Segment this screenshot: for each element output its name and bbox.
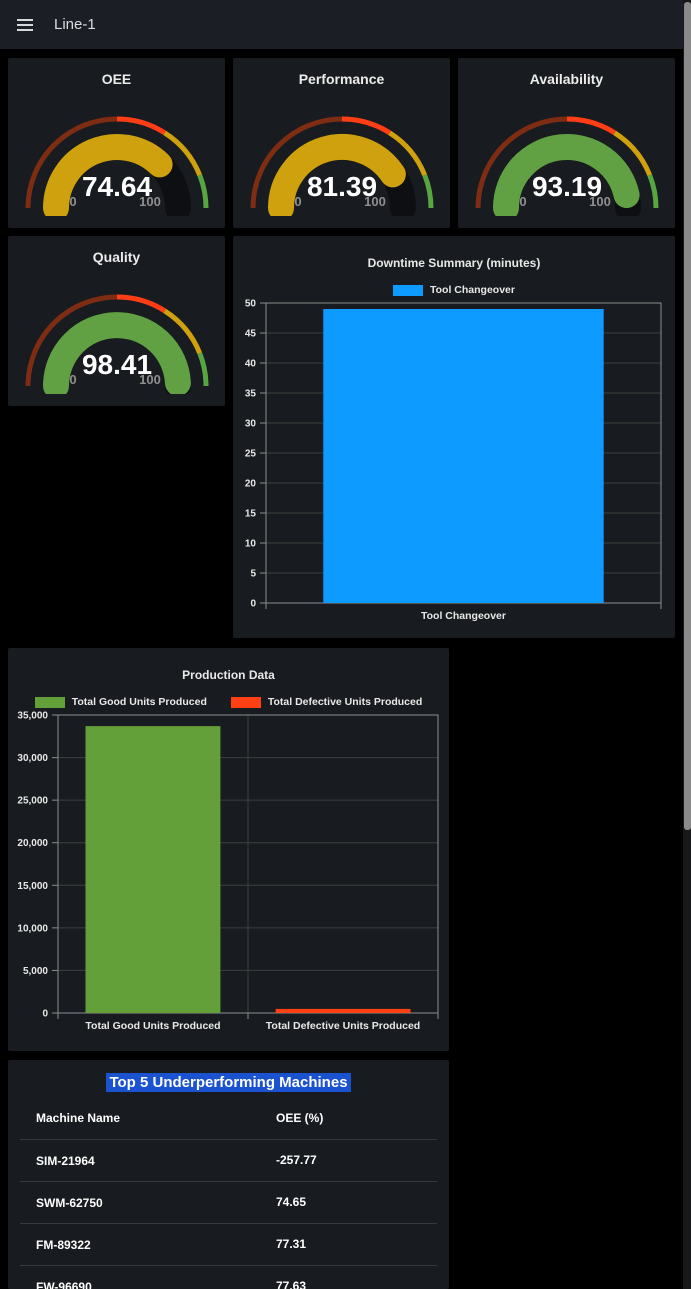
cell-oee: 77.63 bbox=[276, 1279, 307, 1289]
x-category-label: Total Defective Units Produced bbox=[266, 1020, 420, 1032]
table-body: SIM-21964 -257.77 SWM-62750 74.65 FM-89322 77… bbox=[8, 1139, 449, 1289]
gauge-arc: 81.39 0 100 bbox=[250, 116, 433, 216]
y-tick-label: 0 bbox=[42, 1009, 48, 1020]
panel-title-quality: Quality bbox=[92, 249, 141, 265]
gauge-value: 98.41 bbox=[81, 349, 151, 380]
y-tick-label: 35 bbox=[245, 389, 257, 400]
gauge-quality: 98.41 0 100 bbox=[8, 280, 225, 394]
panel-downtime-summary: Downtime Summary (minutes) Tool Changeov… bbox=[233, 236, 675, 638]
legend-swatch bbox=[230, 696, 261, 708]
top-navbar: Line-1 bbox=[0, 0, 683, 49]
production-bar-chart: 0 5,000 10,000 15,000 20,000 25,000 30,000 35,0… bbox=[8, 648, 449, 1051]
y-tick-label: 30,000 bbox=[17, 753, 48, 764]
downtime-bar-chart: 0 5 10 15 20 25 30 35 40 45 50 Tool Changeover bbox=[233, 236, 675, 638]
x-category-label: Tool Changeover bbox=[421, 610, 506, 622]
y-tick-label: 5,000 bbox=[23, 966, 48, 977]
y-tick-label: 20,000 bbox=[17, 838, 48, 849]
panel-title-availability: Availability bbox=[529, 71, 604, 87]
gauge-max-label: 100 bbox=[364, 194, 386, 209]
bar-0 bbox=[323, 309, 604, 603]
cell-machine-name: SIM-21964 bbox=[36, 1154, 95, 1168]
table-title-row: Top 5 Underperforming Machines bbox=[8, 1073, 449, 1093]
column-header-machine-name: Machine Name bbox=[36, 1111, 121, 1125]
y-tick-label: 25 bbox=[245, 449, 257, 460]
y-tick-label: 25,000 bbox=[17, 796, 48, 807]
y-tick-label: 45 bbox=[245, 329, 257, 340]
y-tick-label: 5 bbox=[250, 569, 256, 580]
x-category-label: Total Good Units Produced bbox=[85, 1020, 220, 1032]
gauge-arc: 74.64 0 100 bbox=[25, 116, 208, 216]
panel-availability: Availability 93.19 0 100 bbox=[458, 58, 675, 228]
gauge-value: 81.39 bbox=[306, 171, 376, 202]
chart-title-downtime: Downtime Summary (minutes) bbox=[367, 256, 541, 270]
table-row: FM-89322 77.31 bbox=[20, 1223, 437, 1265]
cell-oee: 77.31 bbox=[276, 1237, 307, 1251]
scrollbar-track[interactable] bbox=[683, 0, 691, 1289]
table-row: SIM-21964 -257.77 bbox=[20, 1139, 437, 1181]
y-tick-label: 50 bbox=[245, 299, 257, 310]
legend-item-0[interactable]: Total Good Units Produced bbox=[34, 696, 207, 708]
legend-label: Total Defective Units Produced bbox=[267, 696, 423, 708]
gauge-arc: 93.19 0 100 bbox=[475, 116, 658, 216]
y-tick-label: 40 bbox=[245, 359, 257, 370]
gauge-value: 93.19 bbox=[531, 171, 601, 202]
gauge-min-label: 0 bbox=[294, 194, 301, 209]
gauge-max-label: 100 bbox=[589, 194, 611, 209]
dashboard-title: Line-1 bbox=[54, 16, 96, 33]
y-tick-label: 35,000 bbox=[17, 711, 48, 722]
cell-oee: 74.65 bbox=[276, 1195, 307, 1209]
legend-swatch bbox=[393, 284, 423, 296]
legend-label: Tool Changeover bbox=[430, 284, 515, 296]
chart-title-production: Production Data bbox=[182, 668, 275, 682]
gauge-availability: 93.19 0 100 bbox=[458, 102, 675, 216]
table-row: FW-96690 77.63 bbox=[20, 1265, 437, 1289]
scrollbar-thumb[interactable] bbox=[683, 2, 691, 830]
panel-title-oee: OEE bbox=[101, 71, 132, 87]
gauge-min-label: 0 bbox=[69, 372, 76, 387]
panel-quality: Quality 98.41 0 100 bbox=[8, 236, 225, 406]
chart-legend-downtime: Tool Changeover bbox=[233, 284, 675, 296]
table-row: SWM-62750 74.65 bbox=[20, 1181, 437, 1223]
menu-toggle-button[interactable] bbox=[8, 8, 42, 42]
y-tick-label: 10 bbox=[245, 539, 257, 550]
column-header-oee: OEE (%) bbox=[276, 1111, 324, 1125]
panel-title-performance: Performance bbox=[298, 71, 385, 87]
table-title: Top 5 Underperforming Machines bbox=[106, 1073, 351, 1092]
panel-oee: OEE 74.64 0 100 bbox=[8, 58, 225, 228]
gauge-min-label: 0 bbox=[69, 194, 76, 209]
panel-production-data: Production Data Total Good Units Produce… bbox=[8, 648, 449, 1051]
panel-top5-machines: Top 5 Underperforming Machines Machine N… bbox=[8, 1060, 449, 1289]
bar-0 bbox=[85, 726, 221, 1013]
cell-machine-name: FW-96690 bbox=[36, 1280, 92, 1289]
gauge-max-label: 100 bbox=[139, 372, 161, 387]
chart-legend-production: Total Good Units Produced Total Defective… bbox=[8, 696, 449, 708]
gauge-oee: 74.64 0 100 bbox=[8, 102, 225, 216]
bar-1 bbox=[275, 1008, 411, 1013]
legend-swatch bbox=[34, 696, 65, 708]
y-tick-label: 0 bbox=[250, 599, 256, 610]
y-tick-label: 20 bbox=[245, 479, 257, 490]
legend-item-1[interactable]: Total Defective Units Produced bbox=[230, 696, 423, 708]
cell-machine-name: SWM-62750 bbox=[36, 1196, 103, 1210]
table-header: Machine Name OEE (%) bbox=[20, 1097, 437, 1139]
hamburger-icon bbox=[17, 18, 33, 31]
y-tick-label: 15 bbox=[245, 509, 257, 520]
gauge-value: 74.64 bbox=[81, 171, 151, 202]
panel-performance: Performance 81.39 0 100 bbox=[233, 58, 450, 228]
y-tick-label: 10,000 bbox=[17, 923, 48, 934]
legend-label: Total Good Units Produced bbox=[71, 696, 207, 708]
cell-machine-name: FM-89322 bbox=[36, 1238, 91, 1252]
cell-oee: -257.77 bbox=[276, 1153, 317, 1167]
gauge-arc: 98.41 0 100 bbox=[25, 294, 208, 394]
gauge-max-label: 100 bbox=[139, 194, 161, 209]
y-tick-label: 30 bbox=[245, 419, 257, 430]
gauge-performance: 81.39 0 100 bbox=[233, 102, 450, 216]
legend-item-0[interactable]: Tool Changeover bbox=[393, 284, 515, 296]
gauge-min-label: 0 bbox=[519, 194, 526, 209]
y-tick-label: 15,000 bbox=[17, 881, 48, 892]
